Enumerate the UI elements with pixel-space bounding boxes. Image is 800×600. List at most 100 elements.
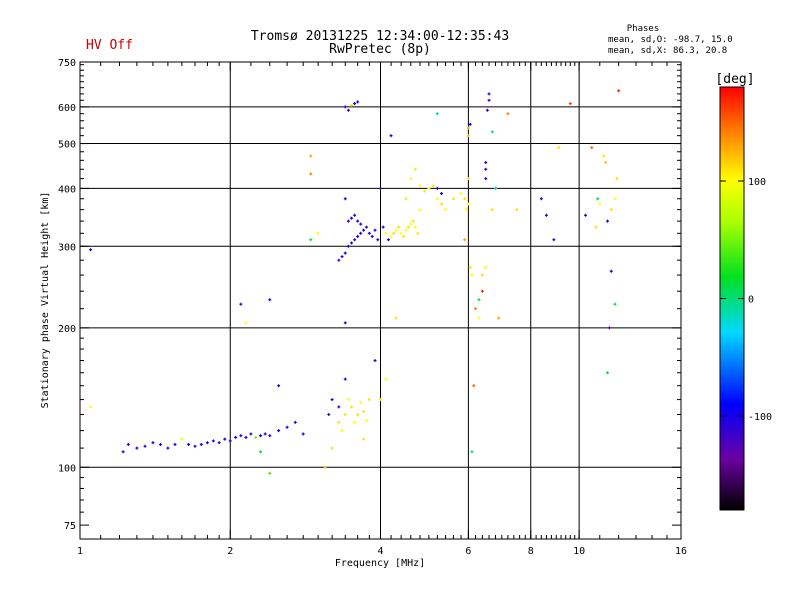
- x-tick-label: 8: [528, 546, 534, 557]
- data-point: [143, 444, 147, 448]
- data-point: [346, 398, 350, 402]
- data-point: [607, 326, 611, 330]
- data-point: [406, 225, 410, 229]
- y-tick-label: 400: [58, 184, 76, 195]
- data-point: [365, 225, 369, 229]
- data-point: [602, 154, 606, 158]
- data-point: [470, 273, 474, 277]
- chart-subtitle: RwPretec (8p): [329, 42, 431, 57]
- data-point: [435, 112, 439, 116]
- axis-ticks: [79, 61, 682, 539]
- data-point: [268, 471, 272, 475]
- data-point: [343, 197, 347, 201]
- data-point: [466, 177, 470, 181]
- data-point: [343, 412, 347, 416]
- data-point: [440, 192, 444, 196]
- colorbar: [deg] 100 0 -100: [715, 72, 772, 511]
- plot-area: 1 2 4 6 8 10 16 75 100 200 300 400 500 600 750: [58, 58, 687, 557]
- data-point: [609, 269, 613, 273]
- data-point: [350, 216, 354, 220]
- data-point: [617, 89, 621, 93]
- data-point: [427, 186, 431, 190]
- colorbar-tick-label: 0: [748, 295, 754, 306]
- data-point: [330, 398, 334, 402]
- data-point: [376, 238, 380, 242]
- data-point: [389, 234, 393, 238]
- status-label: HV Off: [86, 38, 133, 53]
- x-tick-label: 2: [227, 546, 233, 557]
- data-point: [239, 302, 243, 306]
- data-point: [409, 222, 413, 226]
- data-point: [309, 172, 313, 176]
- data-point: [596, 197, 600, 201]
- data-point: [539, 197, 543, 201]
- data-point: [404, 228, 408, 232]
- data-point: [480, 273, 484, 277]
- chart-title: Tromsø 20131225 12:34:00-12:35:43: [251, 29, 509, 44]
- data-point: [362, 437, 366, 441]
- x-tick-label: 16: [675, 546, 687, 557]
- data-point: [466, 202, 470, 206]
- y-tick-label: 100: [58, 463, 76, 474]
- data-point: [285, 425, 289, 429]
- data-point: [254, 435, 258, 439]
- data-point: [323, 465, 327, 469]
- stats-line-x: mean, sd,X: 86.3, 20.8: [608, 46, 727, 56]
- data-point: [259, 434, 263, 438]
- data-point: [187, 442, 191, 446]
- data-point: [346, 244, 350, 248]
- data-point: [485, 108, 489, 112]
- data-point: [484, 161, 488, 165]
- x-tick-labels: 1 2 4 6 8 10 16: [77, 546, 687, 557]
- data-point: [613, 197, 617, 201]
- data-point: [309, 238, 313, 242]
- data-point: [459, 192, 463, 196]
- data-point: [544, 213, 548, 217]
- data-point: [343, 251, 347, 255]
- data-point: [402, 234, 406, 238]
- y-tick-label: 750: [58, 58, 76, 69]
- data-point: [211, 439, 215, 443]
- x-tick-label: 6: [465, 546, 471, 557]
- data-point: [381, 225, 385, 229]
- data-point: [384, 377, 388, 381]
- data-point: [435, 186, 439, 190]
- colorbar-tick-label: 100: [748, 177, 766, 188]
- data-point: [346, 108, 350, 112]
- data-point: [244, 321, 248, 325]
- data-point: [199, 442, 203, 446]
- data-point: [353, 102, 357, 106]
- stats-heading: Phases: [627, 24, 660, 34]
- data-point: [263, 432, 267, 436]
- data-point: [367, 231, 371, 235]
- data-point: [568, 102, 572, 106]
- data-point: [373, 228, 377, 232]
- data-point: [126, 442, 130, 446]
- y-axis-label: Stationary phase Virtual Height [km]: [40, 192, 51, 409]
- data-point: [379, 398, 382, 402]
- data-point: [386, 238, 390, 242]
- data-point: [552, 238, 556, 242]
- data-point: [515, 208, 519, 212]
- data-point: [584, 213, 588, 217]
- data-point: [340, 429, 344, 433]
- data-point: [180, 437, 184, 441]
- data-point: [277, 384, 281, 388]
- data-point: [244, 435, 248, 439]
- data-point: [373, 359, 377, 363]
- data-point: [234, 435, 238, 439]
- data-point: [480, 289, 484, 293]
- data-point: [228, 439, 232, 443]
- data-point: [346, 219, 350, 223]
- data-point: [392, 231, 396, 235]
- data-point: [353, 238, 357, 242]
- data-point: [301, 432, 305, 436]
- y-tick-label: 200: [58, 324, 76, 335]
- data-point: [359, 400, 363, 404]
- data-point: [590, 146, 594, 150]
- grid-lines: [80, 62, 681, 539]
- data-point: [205, 441, 209, 445]
- data-point: [487, 92, 491, 96]
- data-point: [484, 177, 488, 181]
